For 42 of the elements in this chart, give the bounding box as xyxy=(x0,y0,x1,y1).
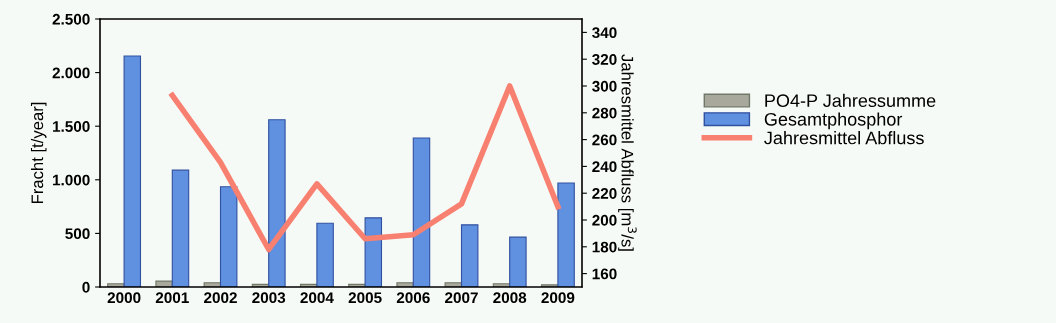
x-tick-label: 2002 xyxy=(204,292,237,304)
y-tick-label: 2.000 xyxy=(52,67,90,79)
x-tick-label: 2008 xyxy=(493,292,527,304)
y2-tick-label: 260 xyxy=(592,134,617,146)
y2-tick-label: 240 xyxy=(592,161,617,173)
y2-tick-label: 300 xyxy=(592,80,617,92)
y-tick-label: 0 xyxy=(82,281,90,293)
legend-label: Gesamtphosphor xyxy=(764,112,903,130)
x-tick-label: 2009 xyxy=(541,292,575,304)
legend-label: PO4-P Jahressumme xyxy=(765,93,936,108)
x-tick-label: 2006 xyxy=(396,292,430,304)
y-tick-label: 1.000 xyxy=(53,174,90,186)
x-tick-label: 2000 xyxy=(107,292,141,304)
y2-tick-label: 160 xyxy=(592,268,617,280)
x-tick-label: 2001 xyxy=(155,292,189,304)
bar xyxy=(557,182,575,287)
y-tick-label: 1.500 xyxy=(53,121,90,132)
x-tick-label: 2004 xyxy=(300,292,334,304)
y2-tick-label: 320 xyxy=(592,54,617,65)
bar xyxy=(219,186,238,287)
bar xyxy=(509,236,527,287)
y2-tick-label: 220 xyxy=(592,188,617,199)
bar xyxy=(412,137,431,287)
bar xyxy=(460,224,479,287)
bar xyxy=(364,217,383,287)
x-tick-label: 2007 xyxy=(445,292,478,304)
y2-tick-label: 280 xyxy=(592,107,617,119)
legend-label: Jahresmittel Abfluss xyxy=(764,131,924,145)
bar xyxy=(123,55,142,287)
y2-tick-label: 200 xyxy=(592,214,617,226)
bar xyxy=(316,222,334,287)
y2-tick-label: 180 xyxy=(592,241,617,253)
y2-tick-label: 340 xyxy=(592,27,617,39)
bar xyxy=(268,119,286,287)
x-tick-label: 2003 xyxy=(252,292,286,304)
y-axis-title: Fracht [t/year] xyxy=(30,102,47,204)
y2-axis-title: Jahresmittel Abfluss [m$^{3}$/s] xyxy=(618,54,637,251)
bar xyxy=(155,280,173,287)
bar xyxy=(171,169,190,287)
y-tick-label: 2.500 xyxy=(52,13,90,25)
x-tick-label: 2005 xyxy=(348,292,382,304)
y-tick-label: 500 xyxy=(65,228,90,240)
